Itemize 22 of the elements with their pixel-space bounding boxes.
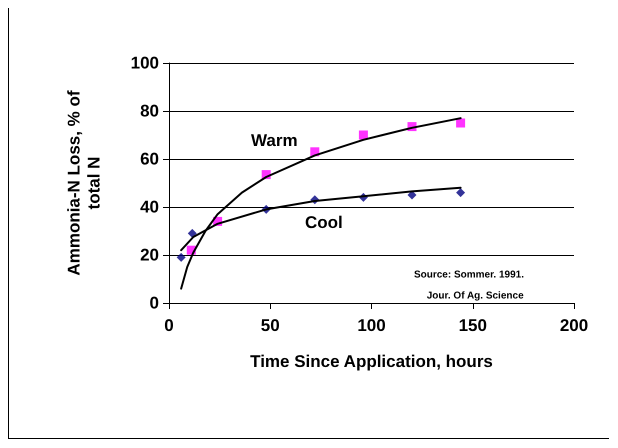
point (188, 228, 197, 238)
x-tick-label: 0 (164, 316, 174, 335)
y-tick-label: 20 (140, 246, 159, 264)
point (176, 252, 186, 262)
annotation: Jour. Of Ag. Science (426, 290, 524, 302)
annotation: Warm (251, 131, 298, 150)
x-tick-label: 150 (458, 316, 487, 335)
y-tick-label: 40 (140, 198, 159, 216)
y-tick-label: 80 (140, 102, 159, 120)
y-tick-label: 60 (140, 150, 159, 168)
x-tick-label: 50 (260, 316, 280, 335)
annotation: Cool (305, 213, 343, 232)
point (456, 118, 466, 128)
y-tick-label: 100 (130, 54, 159, 72)
x-tick-label: 100 (357, 316, 386, 335)
point (456, 188, 466, 198)
x-axis-title: Time Since Application, hours (250, 352, 493, 371)
x-tick-label: 200 (560, 316, 588, 335)
y-axis-title: Ammonia-N Loss, % of total N (64, 90, 104, 276)
y-tick-label: 0 (150, 294, 159, 312)
annotation: Source: Sommer. 1991. (414, 270, 524, 280)
point (358, 130, 368, 140)
